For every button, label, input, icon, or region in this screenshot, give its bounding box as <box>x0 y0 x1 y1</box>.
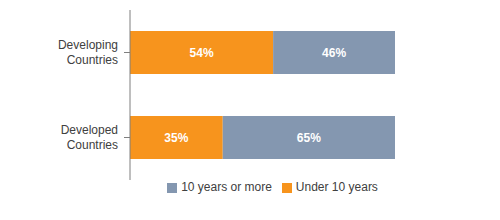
svg-text:65%: 65% <box>297 131 321 145</box>
svg-text:46%: 46% <box>322 46 346 60</box>
svg-text:35%: 35% <box>164 131 188 145</box>
svg-text:54%: 54% <box>190 46 214 60</box>
svg-text:DevelopingCountries: DevelopingCountries <box>58 38 118 67</box>
svg-text:DevelopedCountries: DevelopedCountries <box>61 123 118 152</box>
html-text:Under 10 years: Under 10 years <box>295 180 378 194</box>
html-text:10 years or more: 10 years or more <box>181 180 272 194</box>
